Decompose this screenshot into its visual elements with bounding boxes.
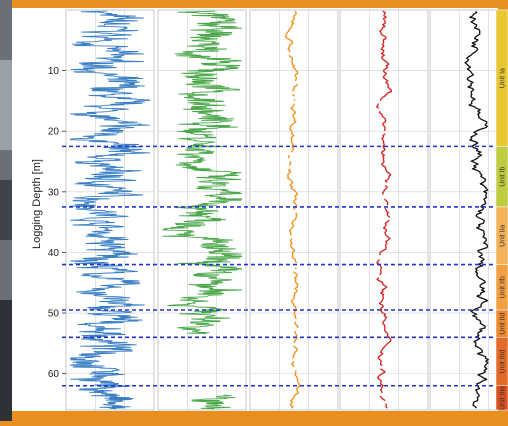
- unit-band: [495, 385, 508, 411]
- log-curve-1: [69, 10, 151, 410]
- y-tick-label: 30: [48, 187, 60, 198]
- photo-strip: [0, 0, 12, 421]
- tracks-layer: [65, 9, 508, 411]
- log-curve-5: [464, 10, 490, 409]
- track-3: [249, 9, 339, 411]
- y-tick-label: 60: [48, 369, 60, 380]
- y-ticks: 10 20 30 40 50 60: [48, 66, 66, 380]
- unit-label: Unit IIId: [500, 349, 507, 373]
- unit-label: Unit IIIe: [500, 386, 507, 410]
- track-1: [65, 9, 155, 411]
- plot-background: [12, 8, 498, 411]
- unit-label: Unit IId: [500, 312, 507, 334]
- unit-label: Unit Ia: [500, 68, 507, 88]
- unit-label: Unit Ib: [500, 166, 507, 186]
- track-frame: [339, 9, 429, 411]
- track-5: [429, 9, 508, 411]
- unit-label: Unit IIa: [500, 225, 507, 247]
- log-curve-2: [161, 10, 243, 410]
- unit-boundaries: [62, 145, 496, 387]
- unit-column: Unit Ia Unit Ib Unit IIa Unit IIb Unit IId Un…: [495, 9, 508, 411]
- y-tick-label: 50: [48, 309, 60, 320]
- track-frame: [157, 9, 247, 411]
- y-tick-label: 40: [48, 248, 60, 259]
- log-curve-4: [376, 10, 393, 409]
- y-axis-label: Logging Depth [m]: [31, 159, 43, 249]
- y-tick-label: 10: [48, 66, 60, 77]
- unit-label: Unit IIb: [500, 276, 507, 298]
- track-frame: [429, 9, 508, 411]
- track-2: [157, 9, 247, 411]
- track-frame: [65, 9, 155, 411]
- track-4: [339, 9, 429, 411]
- track-frame: [249, 9, 339, 411]
- y-tick-label: 20: [48, 127, 60, 138]
